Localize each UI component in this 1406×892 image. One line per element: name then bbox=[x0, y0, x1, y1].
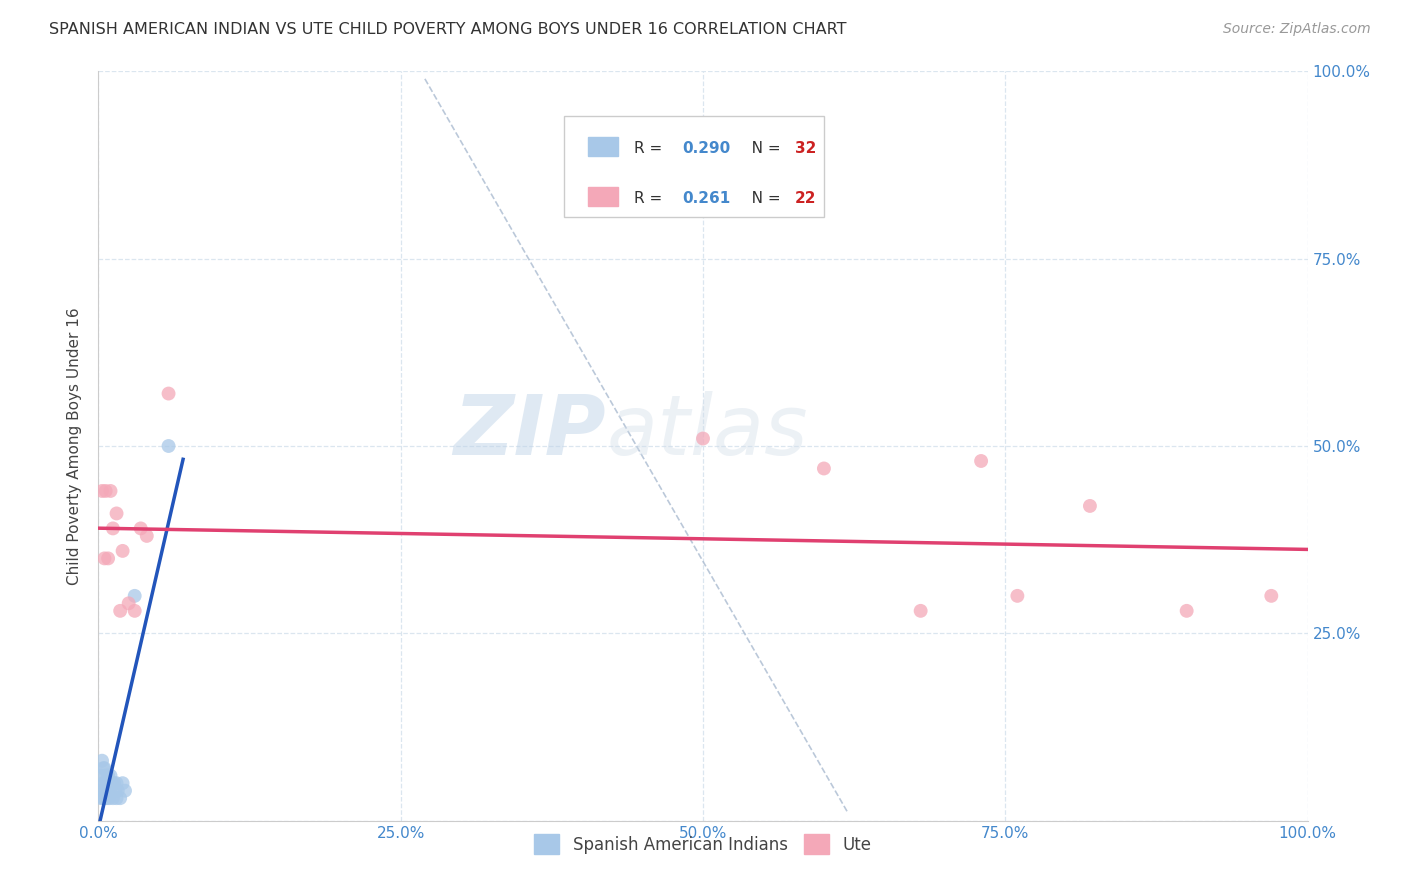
Point bbox=[1007, 589, 1029, 603]
Point bbox=[107, 783, 129, 797]
Point bbox=[98, 791, 121, 805]
Y-axis label: Child Poverty Among Boys Under 16: Child Poverty Among Boys Under 16 bbox=[67, 307, 83, 585]
Text: 0.261: 0.261 bbox=[682, 191, 731, 206]
Text: Source: ZipAtlas.com: Source: ZipAtlas.com bbox=[1223, 22, 1371, 37]
Point bbox=[135, 529, 157, 543]
Text: N =: N = bbox=[737, 191, 786, 206]
Point bbox=[90, 769, 112, 783]
Point bbox=[129, 521, 152, 535]
Legend: Spanish American Indians, Ute: Spanish American Indians, Ute bbox=[527, 828, 879, 861]
Point bbox=[157, 386, 180, 401]
Text: 0.290: 0.290 bbox=[682, 141, 731, 156]
Point bbox=[101, 791, 124, 805]
Point bbox=[100, 483, 122, 498]
Text: SPANISH AMERICAN INDIAN VS UTE CHILD POVERTY AMONG BOYS UNDER 16 CORRELATION CHA: SPANISH AMERICAN INDIAN VS UTE CHILD POV… bbox=[49, 22, 846, 37]
Point bbox=[111, 776, 134, 790]
FancyBboxPatch shape bbox=[564, 116, 824, 218]
Point bbox=[91, 761, 114, 775]
Point bbox=[91, 783, 114, 797]
Point bbox=[1078, 499, 1101, 513]
Point bbox=[105, 776, 128, 790]
Point bbox=[94, 783, 117, 797]
Point bbox=[813, 461, 835, 475]
Point bbox=[96, 791, 118, 805]
Text: N =: N = bbox=[737, 141, 786, 156]
Point bbox=[157, 439, 180, 453]
Text: 32: 32 bbox=[794, 141, 817, 156]
Point bbox=[105, 791, 128, 805]
Point bbox=[91, 483, 114, 498]
Point bbox=[91, 791, 114, 805]
Point bbox=[1175, 604, 1198, 618]
Point bbox=[93, 551, 115, 566]
Point bbox=[111, 544, 134, 558]
Point bbox=[91, 776, 114, 790]
Point bbox=[94, 769, 117, 783]
Point bbox=[114, 783, 136, 797]
Text: R =: R = bbox=[634, 191, 668, 206]
Point bbox=[100, 776, 122, 790]
Point bbox=[89, 783, 111, 797]
Point bbox=[105, 507, 128, 521]
Point bbox=[1260, 589, 1282, 603]
Point bbox=[93, 791, 115, 805]
Point bbox=[97, 783, 120, 797]
Text: atlas: atlas bbox=[606, 391, 808, 472]
Point bbox=[97, 769, 120, 783]
Point bbox=[692, 432, 714, 446]
Point bbox=[97, 551, 120, 566]
Point bbox=[91, 754, 114, 768]
Point bbox=[118, 596, 141, 610]
Point bbox=[90, 791, 112, 805]
Point bbox=[100, 769, 122, 783]
Point bbox=[101, 521, 124, 535]
Point bbox=[104, 783, 127, 797]
Point bbox=[93, 761, 115, 775]
Point bbox=[970, 454, 993, 468]
Point bbox=[124, 604, 146, 618]
Point bbox=[124, 589, 146, 603]
Point bbox=[910, 604, 932, 618]
Text: ZIP: ZIP bbox=[454, 391, 606, 472]
Text: R =: R = bbox=[634, 141, 668, 156]
Point bbox=[103, 776, 125, 790]
Bar bbox=[588, 187, 619, 206]
Point bbox=[108, 791, 131, 805]
Bar bbox=[588, 137, 619, 156]
Point bbox=[94, 483, 117, 498]
Point bbox=[93, 776, 115, 790]
Point bbox=[96, 776, 118, 790]
Point bbox=[100, 783, 122, 797]
Point bbox=[108, 604, 131, 618]
Text: 22: 22 bbox=[794, 191, 817, 206]
